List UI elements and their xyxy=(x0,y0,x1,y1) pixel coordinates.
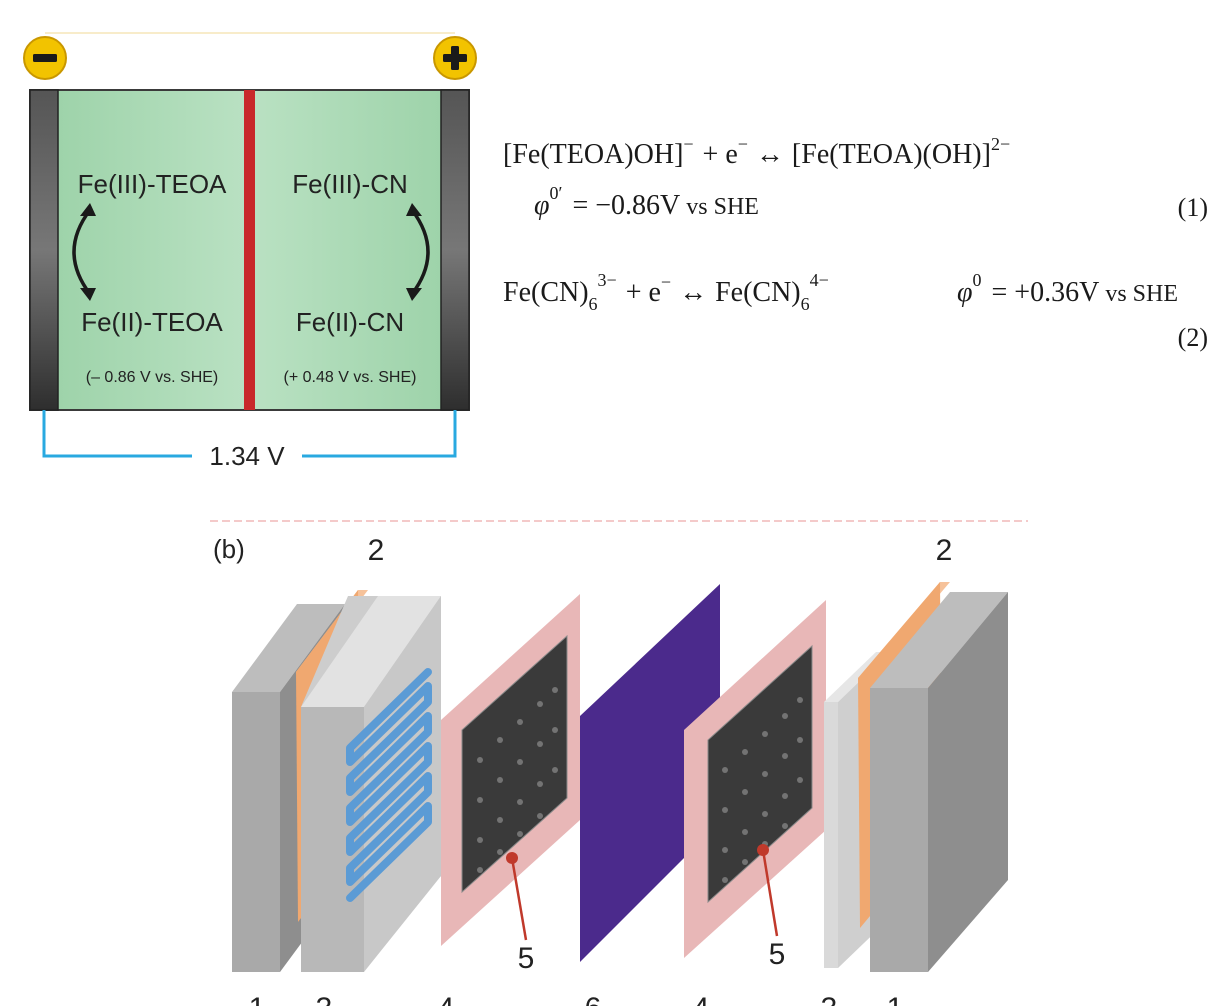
eq1-rhs-charge: 2− xyxy=(991,134,1010,154)
label-felt-left: 5 xyxy=(518,942,535,975)
eq2-electron-charge: − xyxy=(661,272,671,292)
label-collector-left: 2 xyxy=(368,534,385,567)
eq2-arrow: ↔ xyxy=(679,277,707,308)
positive-electrode xyxy=(440,89,470,411)
label-felt-right: 5 xyxy=(769,938,786,971)
eq2-charge-1: 3− xyxy=(598,270,617,290)
eq2-species-1: Fe(CN) xyxy=(503,277,589,308)
eq1-electron-charge: − xyxy=(738,134,748,154)
eq1-lhs: [Fe(TEOA)OH] xyxy=(503,139,683,170)
label-flow-plate-left: 3 xyxy=(316,992,333,1006)
right-gasket xyxy=(684,600,826,958)
eq1-phi-superscript: 0′ xyxy=(550,183,563,203)
eq2-plus-electron: + e xyxy=(626,277,661,308)
left-gasket xyxy=(441,594,580,946)
external-circuit-right xyxy=(302,410,457,458)
left-felt-texture xyxy=(477,687,558,873)
equation-2-number: (2) xyxy=(1178,323,1208,352)
external-circuit-left xyxy=(42,410,192,458)
left-redox-arrow-icon xyxy=(72,203,96,301)
minus-sign-icon xyxy=(33,54,57,62)
left-oxidized-label: Fe(III)-TEOA xyxy=(78,169,227,199)
label-gasket-left: 4 xyxy=(438,992,455,1006)
left-felt-leader xyxy=(510,857,528,941)
eq2-charge-2: 4− xyxy=(810,270,829,290)
right-felt-leader xyxy=(761,849,779,937)
equation-2: Fe(CN)63− + e− ↔ Fe(CN)64− xyxy=(503,270,829,314)
right-redox-arrow-icon xyxy=(406,203,430,301)
eq2-species-2: Fe(CN) xyxy=(715,277,801,308)
right-potential-label: (+ 0.48 V vs. SHE) xyxy=(284,369,417,386)
left-reduced-label: Fe(II)-TEOA xyxy=(81,307,223,337)
equation-2-potential: φ0 = +0.36V vs SHE xyxy=(957,270,1178,308)
equation-1-number: (1) xyxy=(1178,193,1208,222)
eq1-rhs: [Fe(TEOA)(OH)] xyxy=(792,139,991,170)
eq2-phi: φ xyxy=(957,277,973,308)
plus-sign-icon-vertical xyxy=(451,46,459,70)
label-membrane: 6 xyxy=(585,992,602,1006)
eq1-lhs-charge: − xyxy=(683,134,693,154)
right-reduced-label: Fe(II)-CN xyxy=(296,307,404,337)
eq1-reference: vs SHE xyxy=(686,194,759,220)
eq1-arrow: ↔ xyxy=(756,139,784,170)
eq2-reference: vs SHE xyxy=(1105,281,1178,307)
right-end-plate xyxy=(870,592,1008,972)
panel-b-label: (b) xyxy=(213,534,245,564)
stack-diagram: (b) xyxy=(210,520,1028,1006)
label-end-plate-right: 1 xyxy=(887,992,904,1006)
negative-electrode xyxy=(29,89,59,411)
eq2-subscript-2: 6 xyxy=(801,294,810,314)
label-gasket-right: 4 xyxy=(693,992,710,1006)
right-oxidized-label: Fe(III)-CN xyxy=(292,169,408,199)
eq2-subscript-1: 6 xyxy=(589,294,598,314)
membrane xyxy=(244,90,255,410)
left-potential-label: (– 0.86 V vs. SHE) xyxy=(86,369,219,386)
eq1-plus-electron: + e xyxy=(703,139,738,170)
cell-voltage-label: 1.34 V xyxy=(209,441,285,471)
eq2-value: = +0.36V xyxy=(992,277,1100,308)
flow-channel-icon xyxy=(346,668,432,902)
equation-1: [Fe(TEOA)OH]− + e− ↔ [Fe(TEOA)(OH)]2− xyxy=(503,134,1010,170)
label-end-plate-left: 1 xyxy=(249,992,266,1006)
eq1-phi: φ xyxy=(534,190,550,221)
equations: [Fe(TEOA)OH]− + e− ↔ [Fe(TEOA)(OH)]2− φ0′ = … xyxy=(503,134,1208,352)
eq2-phi-superscript: 0 xyxy=(973,270,982,290)
cell-schematic: Fe(III)-TEOA Fe(II)-TEOA (– 0.86 V vs. S… xyxy=(23,32,477,471)
bottom-labels: 1 3 4 6 4 3 1 xyxy=(249,992,904,1006)
stack-membrane xyxy=(580,584,720,962)
label-collector-right: 2 xyxy=(936,534,953,567)
label-flow-plate-right: 3 xyxy=(821,992,838,1006)
right-electrolyte xyxy=(255,90,441,410)
eq1-value: = −0.86V xyxy=(572,190,680,221)
equation-1-potential: φ0′ = −0.86V vs SHE xyxy=(534,183,759,221)
left-electrolyte xyxy=(58,90,244,410)
